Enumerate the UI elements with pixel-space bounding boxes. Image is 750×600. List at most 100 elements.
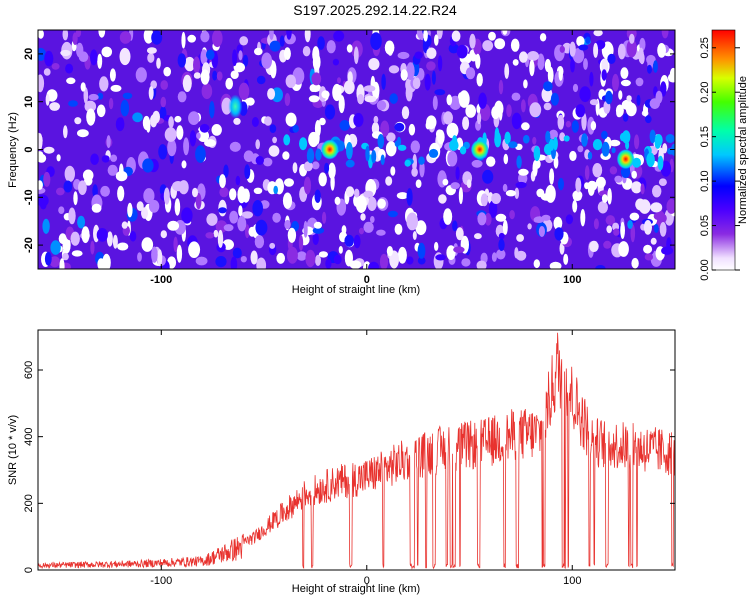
heatmap-cell — [373, 115, 379, 124]
heatmap-cell — [309, 84, 317, 92]
colorbar-tick-label: 0.00 — [699, 259, 711, 280]
heatmap-cell — [563, 135, 570, 142]
heatmap-cell — [386, 246, 393, 257]
heatmap-cell — [238, 82, 250, 101]
heatmap-cell — [264, 116, 272, 126]
heatmap-cell — [609, 166, 618, 175]
heatmap-cell — [339, 120, 350, 131]
heatmap-cell — [151, 246, 158, 263]
heatmap-cell — [638, 47, 644, 64]
heatmap-cell — [370, 216, 375, 223]
heatmap-cell — [193, 56, 201, 74]
heatmap-cell — [343, 80, 355, 95]
heatmap-cell — [90, 153, 99, 165]
heatmap-cell — [397, 246, 407, 264]
heatmap-cell — [81, 226, 90, 244]
heatmap-cell — [370, 32, 382, 50]
heatmap-cell — [238, 205, 243, 217]
heatmap-cell — [201, 83, 213, 100]
heatmap-cell — [287, 227, 297, 243]
heatmap-cell — [521, 122, 530, 131]
heatmap-cell — [172, 181, 185, 192]
heatmap-cell — [565, 214, 574, 225]
heatmap-cell — [626, 39, 637, 58]
heatmap-cell — [211, 123, 222, 136]
heatmap-cell — [332, 83, 342, 102]
heatmap-cell — [652, 185, 662, 198]
heatmap-cell — [426, 61, 436, 71]
heatmap-cell — [100, 185, 110, 197]
heatmap-cell — [578, 44, 589, 51]
snr-y-tick-label: 600 — [23, 361, 35, 379]
heatmap-cell — [167, 138, 177, 157]
heatmap-cell — [311, 161, 320, 170]
heatmap-cell — [462, 116, 470, 130]
heatmap-cell — [357, 94, 364, 105]
heatmap-cell — [631, 257, 639, 269]
heatmap-cell — [620, 165, 631, 178]
heatmap-cell — [322, 211, 327, 224]
heatmap-cell — [272, 136, 277, 144]
colorbar-tick-label: 0.25 — [699, 37, 711, 58]
heatmap-cell — [330, 173, 335, 191]
heatmap-cell — [75, 30, 82, 38]
heatmap-cell — [235, 175, 241, 186]
heatmap-cell — [206, 213, 218, 226]
heatmap-cell — [400, 69, 408, 81]
heatmap-cell — [559, 45, 565, 53]
heatmap-cell — [101, 46, 113, 58]
heatmap-cell — [491, 252, 497, 262]
heatmap-cell — [60, 49, 71, 57]
heatmap-cell — [512, 59, 519, 66]
heatmap-cell — [282, 192, 293, 209]
heatmap-cell — [72, 32, 78, 45]
heatmap-cell — [661, 30, 669, 39]
heatmap-cell — [62, 252, 69, 261]
heatmap-cell — [215, 220, 228, 233]
heatmap-cell — [44, 251, 52, 266]
heatmap-cell — [649, 98, 660, 109]
heatmap-cell — [174, 115, 182, 123]
heatmap-cell — [620, 79, 631, 87]
heatmap-cell — [70, 231, 80, 246]
heatmap-cell — [469, 33, 476, 49]
heatmap-cell — [379, 253, 389, 269]
heatmap-cell — [308, 131, 319, 148]
heatmap-cell — [315, 254, 321, 266]
heatmap-cell — [62, 30, 69, 41]
heatmap-cell — [601, 194, 608, 203]
heatmap-cell — [482, 40, 494, 52]
heatmap-cell — [363, 221, 374, 233]
heatmap-cell — [122, 92, 133, 100]
heatmap-cell — [317, 36, 325, 50]
heatmap-cell — [239, 36, 249, 46]
heatmap-cell — [583, 58, 588, 70]
heatmap-cell — [411, 167, 418, 177]
heatmap-cell — [338, 95, 345, 114]
heatmap-cell — [620, 67, 629, 79]
colorbar-gradient — [711, 29, 736, 271]
heatmap-cell — [217, 229, 224, 248]
heatmap-cell — [434, 89, 446, 96]
heatmap-cell — [65, 63, 74, 74]
heatmap-cell — [502, 30, 508, 35]
heatmap-cell — [233, 62, 245, 73]
heatmap-cell — [459, 146, 467, 155]
heatmap-cell — [242, 188, 250, 203]
heatmap-cell — [252, 200, 263, 217]
heatmap-cell — [579, 86, 591, 103]
heatmap-cell — [213, 229, 219, 238]
heatmap-cell — [212, 30, 223, 48]
heatmap-cell — [84, 100, 97, 113]
heatmap-cell — [384, 40, 395, 55]
heatmap-cell — [127, 202, 133, 218]
heatmap-cell — [527, 51, 539, 61]
heatmap-cell — [285, 112, 297, 127]
heatmap-cell — [97, 53, 103, 69]
heatmap-cell — [451, 135, 458, 149]
heatmap-cell — [580, 209, 586, 227]
heatmap-x-axis-label: Height of straight line (km) — [292, 284, 420, 296]
heatmap-cell — [66, 77, 76, 85]
heatmap-cell — [284, 93, 291, 106]
